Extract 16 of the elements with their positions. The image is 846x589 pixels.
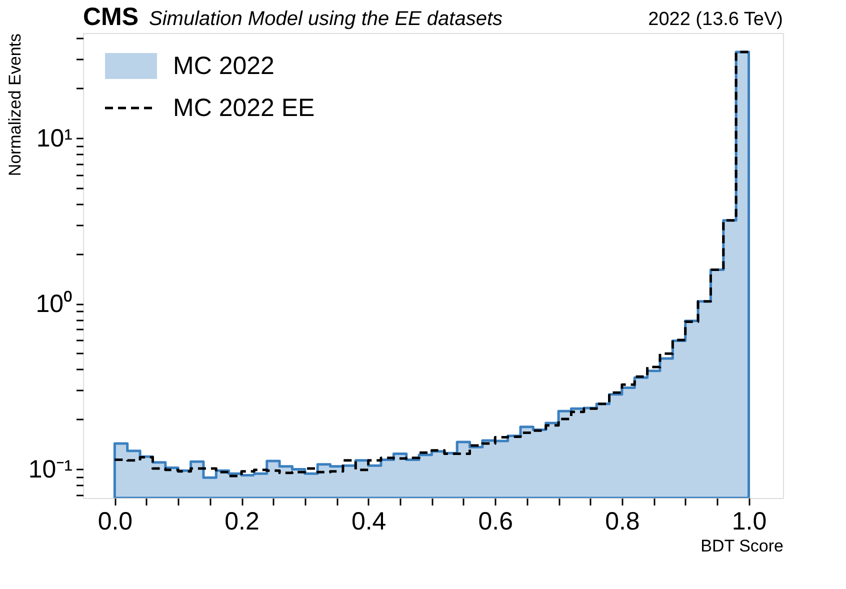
chart-subtitle: Simulation Model using the EE datasets (149, 8, 503, 30)
legend-label: MC 2022 EE (173, 94, 315, 122)
text: 2022 (13.6 TeV) (648, 9, 783, 30)
x-tick-label: 1.0 (732, 508, 767, 536)
legend-label: MC 2022 (173, 52, 274, 80)
x-axis-title: BDT Score (700, 536, 784, 556)
x-tick-label: 0.0 (98, 508, 133, 536)
x-tick-label: 0.8 (605, 508, 640, 536)
chart-title: CMS (83, 3, 139, 31)
x-tick-label: 0.4 (351, 508, 386, 536)
y-tick-label: 10⁰ (36, 290, 72, 318)
x-tick-label: 0.2 (224, 508, 260, 536)
y-axis-title: Normalized Events (5, 34, 24, 176)
x-tick-label: 0.6 (478, 508, 514, 536)
y-tick-label: 10⁻¹ (28, 456, 72, 484)
y-tick-label: 10¹ (36, 124, 72, 152)
